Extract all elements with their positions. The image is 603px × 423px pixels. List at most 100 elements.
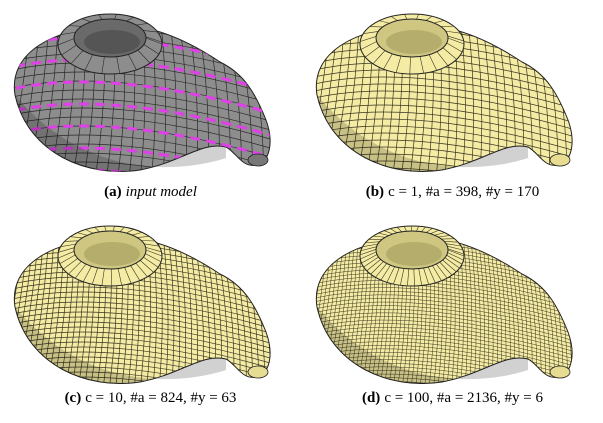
mesh-line (316, 323, 573, 364)
mesh-line (447, 248, 464, 255)
mesh-line (405, 237, 416, 384)
mesh-line (14, 98, 271, 140)
caption-text: c = 1, #a = 398, #y = 170 (388, 184, 540, 200)
shading (317, 307, 528, 384)
mesh-line (446, 254, 463, 265)
mesh-line (440, 25, 454, 27)
mesh-line (428, 237, 436, 384)
caption-label: (d) (361, 390, 381, 406)
mesh-line (409, 25, 419, 172)
mesh-line (316, 326, 573, 368)
mesh-line (370, 261, 384, 275)
mesh-line (359, 249, 377, 256)
mesh-line (386, 266, 395, 283)
mesh-line (426, 25, 434, 172)
mesh-line (14, 336, 271, 378)
mesh-line (220, 25, 242, 172)
mesh-line (593, 212, 603, 384)
mesh-line (590, 212, 603, 384)
mesh-line (302, 212, 309, 384)
mesh-line (316, 90, 573, 132)
ring-hole-inner (84, 30, 140, 54)
mesh-line (145, 36, 162, 43)
mesh-line (430, 229, 439, 234)
mesh-line (448, 237, 456, 384)
mesh-line (434, 232, 445, 236)
mesh-line (14, 306, 271, 348)
mesh-line (365, 46, 380, 58)
mesh-line (143, 44, 160, 55)
mesh-line (567, 237, 573, 384)
mesh-line (132, 232, 143, 236)
mesh-line (443, 25, 450, 172)
mesh-line (435, 25, 442, 172)
mesh-line (0, 0, 5, 178)
mesh-line (110, 268, 113, 286)
mesh-line (378, 232, 389, 236)
mesh-line (316, 287, 573, 328)
mesh-line (130, 265, 141, 281)
mesh-line (442, 47, 457, 60)
feature-line (14, 168, 271, 172)
mesh-line (316, 316, 573, 357)
mesh-line (14, 237, 36, 384)
ring-lines (360, 14, 465, 74)
mesh-line (124, 267, 132, 284)
mesh-line (145, 253, 162, 262)
mesh-line (419, 237, 428, 384)
mesh-line (390, 228, 398, 233)
mesh-line (63, 258, 78, 270)
mesh-line (98, 14, 103, 20)
mesh-line (316, 97, 573, 139)
mesh-line (14, 381, 271, 384)
mesh-line (224, 237, 247, 384)
tip (549, 153, 571, 167)
mesh-line (365, 25, 382, 172)
mesh-line (149, 237, 157, 384)
mesh-line (275, 212, 301, 384)
mesh-line (363, 256, 379, 268)
mesh-line (70, 50, 84, 65)
mesh-line (14, 286, 271, 328)
mesh-line (58, 251, 75, 259)
mesh-image (302, 212, 603, 384)
mesh-line (116, 56, 121, 74)
mesh-line (403, 226, 407, 232)
mesh-image (0, 212, 301, 384)
mesh-line (284, 0, 301, 178)
mesh-line (584, 0, 603, 178)
mesh-line (275, 0, 301, 178)
mesh-line (14, 237, 16, 384)
mesh-line (366, 259, 381, 272)
mesh-line (316, 298, 573, 339)
mesh-line (64, 240, 79, 242)
mesh-line (302, 212, 316, 384)
mesh-line (104, 226, 107, 232)
mesh-line (586, 212, 603, 384)
mesh-line (436, 263, 448, 279)
tip (549, 365, 571, 379)
feature-line (14, 102, 271, 146)
mesh-line (360, 41, 377, 50)
caption-label: (b) (365, 184, 385, 200)
mesh-line (139, 260, 154, 273)
mesh-line (14, 25, 15, 172)
mesh-line (316, 237, 331, 384)
mesh-line (425, 228, 433, 233)
feature-line (14, 124, 271, 168)
mesh-line (14, 301, 271, 343)
mesh-line (14, 316, 271, 358)
mesh-line (447, 37, 465, 45)
mesh-line (0, 212, 5, 384)
mesh-line (316, 237, 338, 384)
caption-text: c = 10, #a = 824, #y = 63 (85, 390, 237, 406)
mesh-line (91, 267, 98, 285)
mesh-line (285, 212, 301, 384)
mesh-line (95, 237, 107, 384)
ring-hole-inner (386, 30, 442, 54)
mesh-line (302, 0, 311, 178)
mesh-line (302, 212, 305, 384)
mesh-line (126, 229, 134, 234)
feature-line (14, 80, 271, 124)
